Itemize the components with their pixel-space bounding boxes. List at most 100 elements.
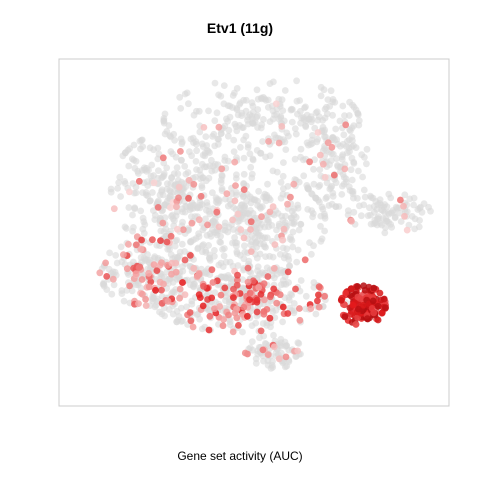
active-cell-point [354, 293, 362, 301]
active-cell-point [374, 316, 382, 324]
cell-point [355, 167, 362, 175]
active-cell-point [110, 205, 118, 213]
active-cell-point [138, 276, 146, 283]
active-cell-point [230, 294, 237, 301]
cell-point [230, 148, 238, 156]
cell-point [297, 221, 305, 228]
active-cell-point [223, 190, 231, 198]
active-cell-point [321, 173, 329, 181]
active-cell-point [221, 284, 229, 292]
active-cell-point [163, 238, 171, 246]
active-cell-point [137, 245, 145, 253]
active-cell-point [215, 223, 223, 231]
cell-point [179, 208, 187, 216]
active-cell-point [154, 204, 162, 211]
cell-point [361, 154, 368, 161]
cell-point [151, 253, 159, 261]
active-cell-point [279, 303, 287, 311]
cell-point [164, 246, 172, 253]
cell-point [323, 110, 331, 118]
cell-point [294, 339, 302, 347]
cell-point [363, 145, 371, 153]
cell-point [171, 288, 178, 296]
cell-point [229, 262, 237, 270]
active-cell-point [257, 327, 265, 335]
cell-point [246, 150, 254, 158]
active-cell-point [102, 259, 109, 267]
active-cell-point [152, 286, 159, 294]
cell-point [310, 279, 318, 286]
cell-point [205, 307, 213, 314]
cell-point [211, 166, 219, 174]
cell-point [173, 318, 181, 326]
cell-point [259, 138, 266, 145]
cell-point [151, 303, 159, 311]
cell-point [220, 82, 228, 89]
cell-point [200, 241, 207, 249]
cell-point [293, 258, 301, 266]
cell-point [229, 92, 237, 99]
active-cell-point [190, 264, 198, 272]
cell-point [238, 201, 245, 209]
cell-point [290, 300, 298, 307]
cell-point [142, 191, 150, 199]
cell-point [192, 138, 200, 146]
cell-point [340, 131, 348, 139]
cell-point [234, 111, 242, 119]
active-cell-point [186, 309, 194, 316]
cell-point [163, 164, 171, 172]
active-cell-point [237, 226, 245, 234]
cell-point [165, 122, 173, 129]
active-cell-point [400, 202, 407, 210]
active-cell-point [378, 309, 386, 317]
cell-point [382, 224, 389, 232]
active-cell-point [126, 282, 133, 290]
cell-point [229, 226, 237, 233]
cell-point [226, 318, 234, 326]
cell-point [100, 279, 108, 287]
cell-point [288, 105, 295, 113]
cell-point [292, 130, 300, 138]
active-cell-point [270, 343, 278, 351]
cell-point [206, 210, 214, 218]
active-cell-point [208, 266, 216, 274]
cell-point [193, 107, 200, 115]
cell-point [338, 156, 346, 163]
cell-point [168, 174, 176, 182]
cell-point [211, 142, 219, 150]
cell-point [211, 117, 219, 125]
cell-point [221, 245, 228, 252]
active-cell-point [284, 310, 292, 317]
active-cell-point [197, 192, 205, 200]
active-cell-point [175, 183, 183, 191]
cell-point [302, 123, 310, 131]
cell-point [350, 103, 358, 111]
active-cell-point [125, 188, 133, 196]
active-cell-point [253, 308, 261, 316]
active-cell-point [109, 275, 117, 283]
cell-point [290, 220, 298, 228]
active-cell-point [240, 186, 248, 194]
cell-point [187, 238, 195, 246]
active-cell-point [348, 285, 355, 292]
cell-point [387, 194, 395, 202]
cell-point [332, 179, 340, 187]
cell-point [427, 207, 434, 215]
active-cell-point [266, 314, 274, 322]
cell-point [121, 178, 128, 185]
cell-point [211, 247, 218, 254]
cell-point [264, 180, 271, 188]
cell-point [222, 195, 229, 203]
cell-point [240, 154, 248, 162]
cell-point [350, 160, 358, 167]
active-cell-point [270, 285, 278, 293]
active-cell-point [234, 210, 242, 218]
cell-point [288, 237, 296, 244]
active-cell-point [275, 355, 283, 363]
active-cell-point [246, 289, 254, 297]
active-cell-point [124, 240, 132, 248]
cell-point [176, 93, 184, 101]
active-cell-point [173, 203, 180, 211]
active-cell-point [232, 182, 239, 190]
cell-point [173, 164, 181, 172]
